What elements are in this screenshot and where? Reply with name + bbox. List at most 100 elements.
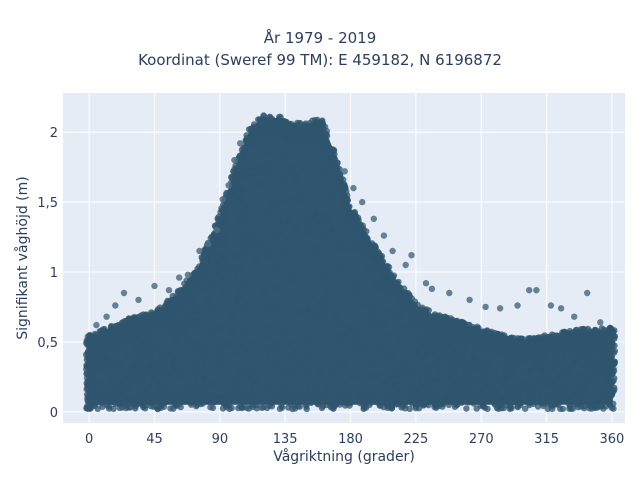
scatter-point (207, 329, 215, 336)
scatter-point (551, 385, 559, 392)
scatter-point (432, 401, 439, 409)
scatter-point (336, 244, 343, 252)
scatter-point (452, 369, 459, 376)
scatter-point (435, 376, 443, 384)
scatter-point (468, 356, 476, 363)
scatter-point (466, 296, 473, 304)
scatter-point (421, 309, 429, 316)
scatter-point (422, 399, 429, 406)
scatter-point (532, 363, 539, 370)
scatter-point (279, 250, 286, 257)
scatter-point (147, 345, 154, 353)
scatter-point (461, 364, 469, 371)
scatter-point (435, 318, 442, 325)
scatter-point (432, 352, 439, 359)
scatter-point (388, 353, 396, 361)
scatter-point (352, 341, 359, 348)
scatter-point (388, 405, 395, 412)
scatter-point (383, 395, 390, 403)
scatter-point (543, 335, 550, 343)
scatter-point (150, 372, 157, 380)
scatter-point (214, 325, 222, 332)
scatter-point (379, 266, 386, 273)
scatter-point (190, 395, 198, 402)
x-tick-label: 225 (403, 432, 428, 447)
scatter-point (313, 137, 320, 144)
scatter-point (600, 405, 607, 412)
scatter-point (498, 397, 506, 405)
scatter-point (342, 380, 349, 387)
scatter-point (330, 368, 337, 375)
scatter-point (271, 361, 279, 368)
scatter-point (608, 330, 615, 337)
scatter-point (300, 125, 308, 133)
scatter-point (481, 404, 488, 411)
scatter-point (586, 338, 593, 345)
y-tick-label: 1 (50, 266, 58, 281)
scatter-point (124, 400, 131, 407)
scatter-point (385, 284, 392, 292)
scatter-point (428, 346, 435, 353)
scatter-point (336, 396, 343, 404)
scatter-point (153, 360, 161, 367)
scatter-point (398, 362, 406, 369)
scatter-point (412, 388, 420, 395)
scatter-point (198, 323, 205, 330)
scatter-point (456, 333, 464, 341)
scatter-point (134, 328, 142, 336)
scatter-point (142, 344, 149, 351)
scatter-point (467, 376, 474, 383)
scatter-point (607, 344, 614, 352)
scatter-point (196, 263, 203, 270)
scatter-point (578, 398, 585, 405)
scatter-point (196, 385, 204, 392)
scatter-point (209, 303, 216, 311)
scatter-point (449, 324, 456, 331)
scatter-point (236, 219, 243, 226)
scatter-point (246, 372, 254, 379)
scatter-point (584, 325, 592, 333)
scatter-point (85, 376, 93, 383)
x-tick-label: 0 (85, 432, 93, 447)
scatter-point (156, 384, 163, 391)
scatter-point (208, 395, 215, 402)
scatter-point (291, 401, 298, 409)
scatter-point (518, 382, 525, 389)
scatter-point (420, 314, 427, 321)
scatter-point (419, 383, 426, 390)
scatter-point (131, 318, 138, 325)
scatter-point (177, 293, 185, 301)
scatter-point (335, 177, 342, 185)
scatter-point (179, 328, 187, 335)
scatter-point (256, 166, 263, 173)
scatter-point (336, 266, 344, 274)
scatter-point (307, 350, 315, 357)
scatter-point (181, 317, 188, 324)
scatter-point (471, 335, 479, 343)
scatter-point (321, 211, 328, 218)
scatter-point (191, 340, 198, 348)
scatter-point (186, 279, 193, 286)
scatter-point (344, 246, 351, 253)
scatter-point (257, 242, 265, 250)
scatter-point (272, 284, 279, 292)
scatter-point (135, 296, 142, 304)
scatter-point (496, 305, 504, 312)
scatter-point (161, 395, 168, 402)
scatter-point (239, 173, 246, 181)
scatter-point (549, 334, 556, 341)
scatter-point (177, 397, 184, 404)
scatter-point (514, 302, 521, 309)
scatter-point (262, 140, 269, 147)
chart-title: År 1979 - 2019 (263, 29, 377, 47)
scatter-point (232, 273, 240, 280)
scatter-point (108, 323, 115, 331)
scatter-point (88, 370, 95, 377)
scatter-point (372, 398, 380, 406)
scatter-point (146, 335, 153, 343)
scatter-point (183, 336, 190, 343)
scatter-point (285, 196, 292, 204)
scatter-point (86, 387, 93, 394)
scatter-point (318, 146, 326, 154)
scatter-point (321, 274, 328, 281)
